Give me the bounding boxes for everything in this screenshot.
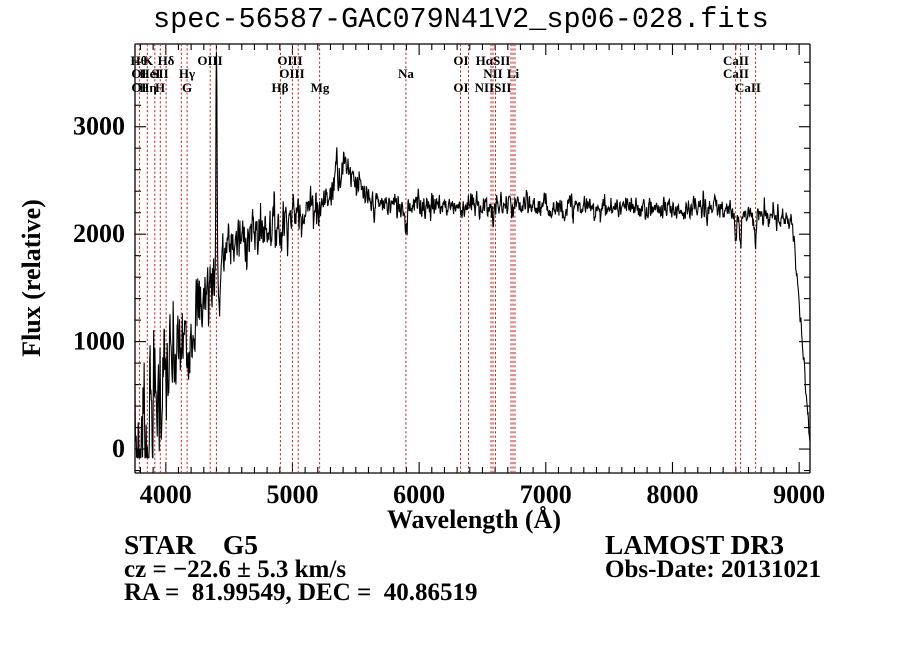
svg-text:3000: 3000 (73, 112, 125, 141)
svg-text:OI: OI (453, 53, 468, 68)
svg-text:CaII: CaII (723, 66, 749, 81)
svg-text:9000: 9000 (773, 480, 825, 509)
svg-text:8000: 8000 (646, 480, 698, 509)
svg-text:Hγ: Hγ (179, 66, 195, 81)
svg-text:OIII: OIII (197, 53, 222, 68)
svg-text:G: G (182, 80, 192, 95)
svg-text:SII: SII (151, 66, 168, 81)
svg-text:CaII: CaII (735, 80, 761, 95)
svg-text:Flux (relative): Flux (relative) (17, 199, 46, 357)
svg-text:RA = 81.99549, DEC = 40.8651: RA = 81.99549, DEC = 40.86519 (124, 579, 478, 606)
svg-text:spec-56587-GAC079N41V2_sp06-02: spec-56587-GAC079N41V2_sp06-028.fits (153, 3, 769, 36)
svg-text:H: H (155, 80, 165, 95)
svg-text:NII: NII (483, 66, 503, 81)
svg-text:OIII: OIII (279, 66, 304, 81)
svg-text:2000: 2000 (73, 219, 125, 248)
svg-text:0: 0 (112, 434, 125, 463)
svg-text:5000: 5000 (266, 480, 318, 509)
svg-text:Na: Na (398, 66, 414, 81)
svg-text:OI: OI (453, 80, 468, 95)
svg-text:Mg: Mg (311, 80, 330, 95)
svg-text:Li: Li (507, 66, 520, 81)
svg-text:NIISII: NIISII (475, 80, 512, 95)
svg-text:Hβ: Hβ (272, 80, 289, 95)
svg-text:Wavelength (Å): Wavelength (Å) (387, 505, 561, 534)
svg-text:Obs-Date: 20131021: Obs-Date: 20131021 (605, 556, 821, 583)
svg-text:4000: 4000 (140, 480, 192, 509)
svg-text:1000: 1000 (73, 327, 125, 356)
